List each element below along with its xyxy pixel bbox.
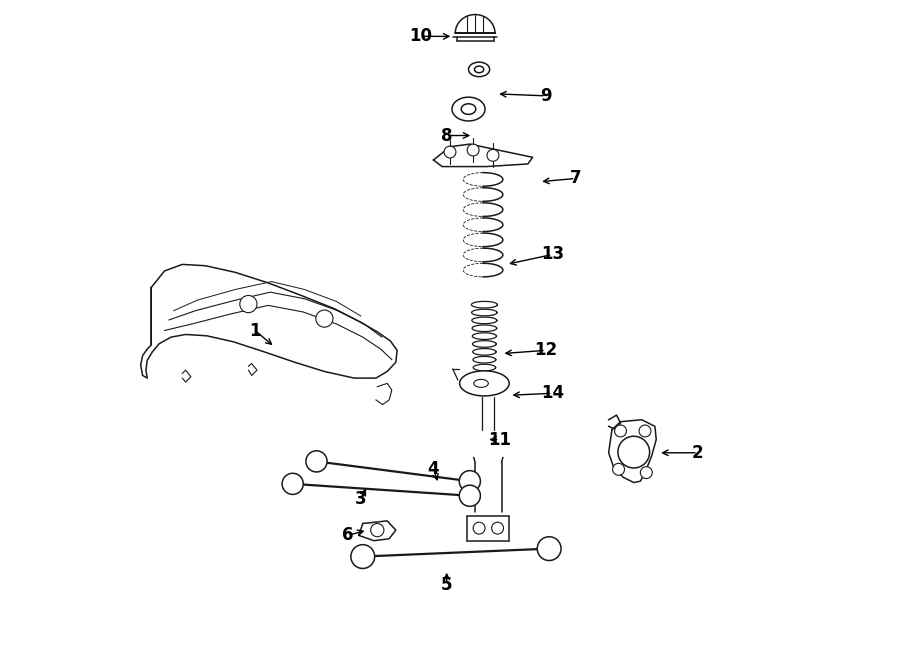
Polygon shape — [472, 325, 497, 332]
Ellipse shape — [469, 62, 490, 77]
Ellipse shape — [474, 66, 483, 73]
Text: 13: 13 — [541, 245, 564, 264]
Text: 12: 12 — [535, 341, 557, 360]
Polygon shape — [472, 317, 497, 324]
Circle shape — [618, 436, 650, 468]
Circle shape — [239, 295, 257, 313]
Polygon shape — [472, 309, 497, 316]
Ellipse shape — [460, 371, 509, 396]
Text: 1: 1 — [249, 321, 261, 340]
Circle shape — [316, 310, 333, 327]
Circle shape — [473, 522, 485, 534]
Text: 5: 5 — [441, 576, 453, 594]
Text: 3: 3 — [355, 490, 366, 508]
Circle shape — [444, 146, 456, 158]
Text: 2: 2 — [692, 444, 704, 462]
Text: 14: 14 — [541, 384, 564, 403]
Text: 8: 8 — [441, 126, 453, 145]
Polygon shape — [359, 521, 396, 541]
Polygon shape — [473, 364, 496, 371]
Polygon shape — [472, 333, 497, 339]
Circle shape — [491, 522, 503, 534]
Text: 7: 7 — [570, 169, 581, 188]
Circle shape — [351, 545, 374, 568]
Circle shape — [371, 524, 384, 537]
Circle shape — [613, 463, 625, 475]
Polygon shape — [472, 348, 496, 355]
Circle shape — [467, 144, 479, 156]
Text: 6: 6 — [342, 526, 354, 545]
Text: 11: 11 — [488, 430, 511, 449]
Ellipse shape — [473, 379, 489, 387]
Ellipse shape — [461, 104, 476, 114]
Polygon shape — [455, 15, 495, 33]
Circle shape — [641, 467, 652, 479]
Circle shape — [537, 537, 561, 561]
Polygon shape — [473, 356, 496, 363]
Polygon shape — [434, 144, 533, 167]
Text: 4: 4 — [428, 460, 439, 479]
Circle shape — [615, 425, 626, 437]
Ellipse shape — [452, 97, 485, 121]
Circle shape — [459, 471, 481, 492]
Circle shape — [282, 473, 303, 494]
Circle shape — [459, 485, 481, 506]
Circle shape — [639, 425, 651, 437]
Circle shape — [306, 451, 327, 472]
Polygon shape — [608, 420, 656, 483]
Polygon shape — [472, 340, 496, 347]
Circle shape — [487, 149, 499, 161]
Text: 10: 10 — [409, 27, 432, 46]
Polygon shape — [140, 264, 397, 378]
Polygon shape — [472, 301, 498, 308]
Text: 9: 9 — [540, 87, 552, 105]
